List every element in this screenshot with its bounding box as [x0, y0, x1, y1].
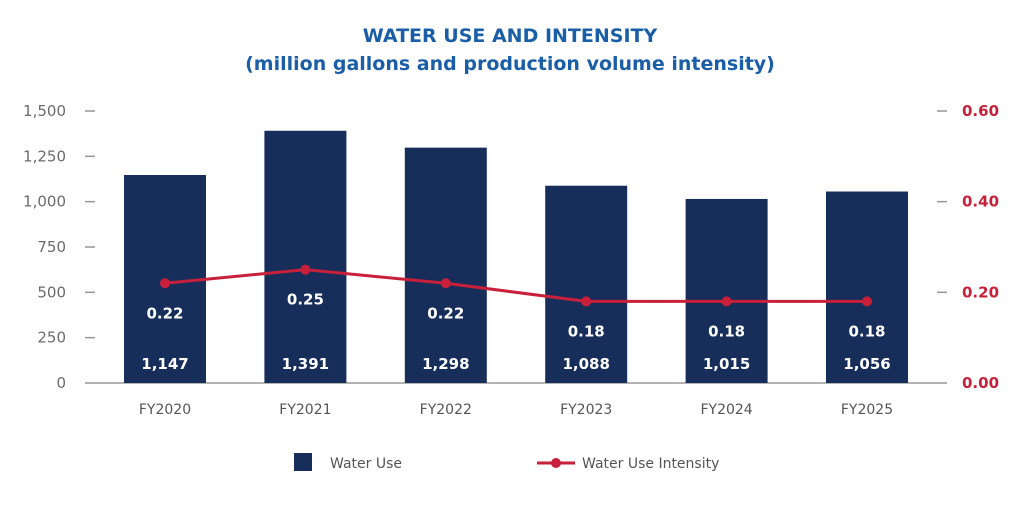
legend: Water Use Water Use Intensity	[294, 453, 719, 472]
bar-water-use	[826, 191, 908, 383]
x-tick-label: FY2021	[279, 402, 331, 418]
bar-water-use	[685, 198, 768, 383]
chart-subtitle: (million gallons and production volume i…	[245, 53, 775, 75]
intensity-value-label: 0.18	[848, 322, 885, 340]
intensity-point	[721, 296, 732, 307]
bar-value-label: 1,147	[141, 355, 188, 373]
intensity-line	[164, 268, 867, 303]
intensity-point	[300, 264, 311, 275]
bar-value-label: 1,298	[422, 355, 469, 373]
intensity-value-label: 0.18	[708, 322, 745, 340]
left-tick-label: 500	[37, 283, 66, 301]
left-tick-label: 250	[37, 329, 66, 347]
intensity-point	[440, 278, 451, 289]
left-tick-label: 0	[56, 374, 66, 392]
intensity-value-label: 0.18	[568, 322, 605, 340]
x-tick-label: FY2023	[560, 402, 612, 418]
bar-value-label: 1,015	[703, 355, 750, 373]
chart-title: WATER USE AND INTENSITY	[363, 25, 658, 47]
right-tick-label: 0.00	[962, 374, 999, 392]
legend-intensity-label: Water Use Intensity	[582, 456, 719, 472]
x-tick-label: FY2024	[700, 402, 752, 418]
left-tick-label: 1,250	[23, 147, 66, 165]
left-tick-label: 1,000	[23, 193, 66, 211]
legend-water-use-swatch	[294, 453, 312, 471]
intensity-point	[862, 296, 872, 307]
intensity-value-label: 0.25	[287, 291, 324, 309]
intensity-point	[581, 296, 592, 307]
left-tick-label: 1,500	[23, 102, 66, 120]
right-tick-label: 0.20	[962, 283, 999, 301]
legend-water-use-label: Water Use	[330, 456, 402, 472]
bar-value-label: 1,391	[282, 355, 329, 373]
intensity-value-label: 0.22	[427, 304, 464, 322]
intensity-value-label: 0.22	[146, 304, 183, 322]
bar-value-label: 1,056	[843, 355, 890, 373]
intensity-point	[160, 278, 170, 289]
x-tick-label: FY2025	[841, 402, 893, 418]
right-tick-label: 0.60	[962, 102, 999, 120]
x-tick-label: FY2020	[139, 402, 191, 418]
bar-water-use	[404, 147, 487, 383]
bar-water-use	[264, 130, 347, 383]
bar-water-use	[545, 185, 628, 383]
right-tick-label: 0.40	[962, 193, 999, 211]
x-tick-label: FY2022	[420, 402, 472, 418]
legend-intensity-marker	[551, 458, 561, 468]
bar-value-label: 1,088	[562, 355, 609, 373]
left-tick-label: 750	[37, 238, 66, 256]
